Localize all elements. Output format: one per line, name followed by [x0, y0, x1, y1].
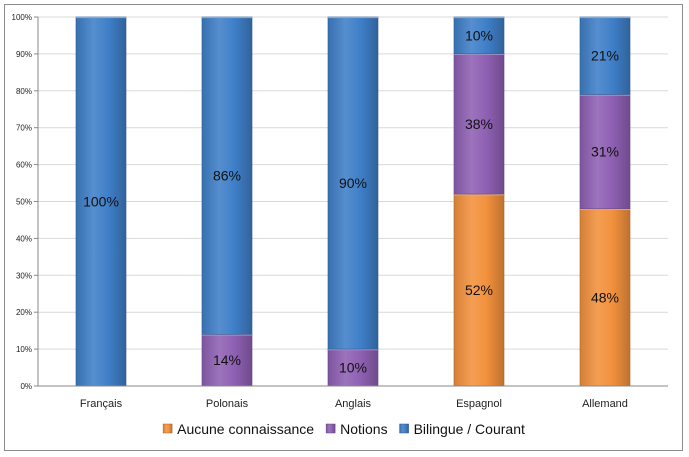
- data-label: 86%: [213, 168, 241, 184]
- y-tick-label: 40%: [16, 234, 32, 243]
- x-category-label: Français: [80, 398, 123, 410]
- x-category-label: Anglais: [335, 398, 372, 410]
- y-axis-ticks: 0% 10% 20% 30% 40% 50% 60% 70% 80% 90% 100%: [12, 13, 38, 391]
- legend-label: Bilingue / Courant: [414, 421, 525, 437]
- data-label: 52%: [465, 282, 493, 298]
- data-label: 10%: [339, 360, 367, 376]
- data-label: 21%: [591, 48, 619, 64]
- bar-segment: [453, 16, 505, 55]
- bar-segment: [453, 193, 505, 387]
- data-label: 90%: [339, 175, 367, 191]
- bar-segment: [453, 53, 505, 195]
- y-tick-label: 10%: [16, 345, 32, 354]
- x-category-label: Polonais: [206, 398, 249, 410]
- legend-label: Notions: [340, 421, 387, 437]
- data-label: 10%: [465, 27, 493, 43]
- y-tick-label: 100%: [12, 13, 32, 22]
- axes: [37, 17, 668, 387]
- x-category-label: Espagnol: [456, 398, 502, 410]
- bar-segment: [327, 16, 379, 350]
- y-tick-label: 20%: [16, 308, 32, 317]
- y-tick-label: 80%: [16, 87, 32, 96]
- bar-segment: [201, 334, 253, 387]
- data-label: 31%: [591, 144, 619, 160]
- bar-segment: [579, 94, 631, 210]
- x-category-label: Allemand: [582, 398, 628, 410]
- bars: [75, 16, 631, 387]
- y-tick-label: 0%: [20, 382, 32, 391]
- data-label: 14%: [213, 352, 241, 368]
- legend: Aucune connaissance Notions Bilingue / Cou…: [162, 421, 525, 437]
- y-tick-label: 90%: [16, 50, 32, 59]
- data-label: 48%: [591, 289, 619, 305]
- legend-swatch: [162, 423, 173, 434]
- y-tick-label: 30%: [16, 271, 32, 280]
- data-labels: 100% 14% 86% 10% 90% 52% 38% 10% 48% 31% 21%: [83, 27, 619, 375]
- data-label: 38%: [465, 116, 493, 132]
- bar-segment: [201, 16, 253, 335]
- x-axis-categories: Français Polonais Anglais Espagnol Allemand: [80, 398, 628, 410]
- y-tick-label: 50%: [16, 198, 32, 207]
- legend-label: Aucune connaissance: [177, 421, 314, 437]
- bar-segment: [327, 348, 379, 387]
- y-tick-label: 70%: [16, 124, 32, 133]
- data-label: 100%: [83, 194, 119, 210]
- legend-swatch: [325, 423, 336, 434]
- y-tick-label: 60%: [16, 161, 32, 170]
- bar-segment: [579, 208, 631, 387]
- legend-swatch: [399, 423, 409, 434]
